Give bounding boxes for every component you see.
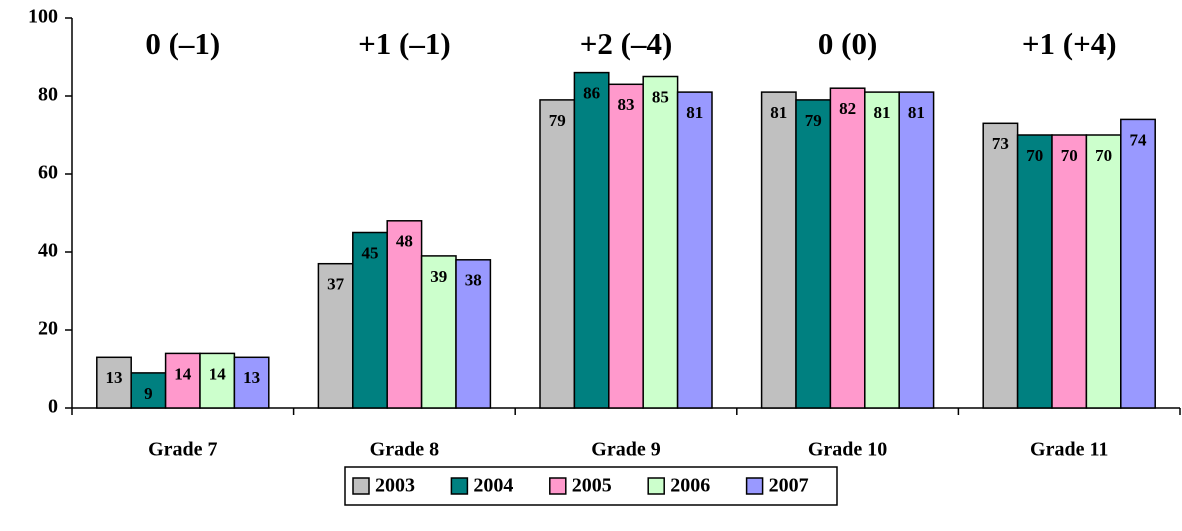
bar: [1051, 134, 1088, 409]
annotation: 0 (–1): [145, 26, 220, 61]
data-label: 81: [874, 103, 891, 122]
legend-swatch: [647, 477, 665, 495]
data-label: 37: [327, 275, 345, 294]
bar: [1016, 134, 1053, 409]
data-label: 79: [805, 111, 822, 130]
data-label: 85: [652, 87, 669, 106]
bar: [608, 83, 644, 409]
bar: [1085, 134, 1122, 409]
y-tick-label: 60: [38, 162, 58, 184]
data-label: 38: [465, 271, 482, 290]
y-tick-label: 100: [28, 6, 58, 28]
data-label: 9: [144, 384, 153, 403]
data-label: 70: [1026, 146, 1043, 165]
y-tick-label: 0: [48, 396, 58, 418]
bar: [455, 259, 492, 409]
x-tick-label: Grade 10: [808, 439, 887, 461]
annotation: +2 (–4): [580, 26, 673, 61]
bar: [317, 262, 354, 409]
data-label: 48: [396, 232, 413, 251]
data-label: 74: [1130, 130, 1148, 149]
legend-label: 2004: [473, 475, 513, 497]
x-tick-label: Grade 7: [148, 439, 217, 461]
bar: [676, 91, 713, 409]
data-label: 14: [174, 364, 192, 383]
bar: [982, 122, 1019, 409]
annotation: +1 (–1): [358, 26, 451, 61]
bar: [539, 99, 576, 409]
data-label: 39: [430, 267, 447, 286]
annotation: +1 (+4): [1022, 26, 1117, 61]
legend-label: 2007: [769, 475, 809, 497]
x-tick-label: Grade 9: [591, 439, 660, 461]
data-label: 70: [1095, 146, 1112, 165]
y-tick-label: 20: [38, 318, 58, 340]
bar: [233, 356, 270, 409]
bar: [352, 231, 388, 409]
annotation: 0 (0): [818, 26, 877, 61]
data-label: 73: [992, 134, 1009, 153]
bar: [760, 91, 797, 409]
legend-swatch: [450, 477, 469, 495]
bar: [898, 91, 935, 409]
bar: [864, 91, 900, 409]
data-label: 13: [106, 368, 123, 387]
data-label: 81: [770, 103, 787, 122]
bar: [573, 71, 610, 409]
data-label: 45: [362, 243, 379, 262]
data-label: 13: [243, 368, 260, 387]
legend-swatch: [549, 477, 567, 495]
legend-label: 2005: [572, 475, 612, 497]
y-tick-label: 40: [38, 240, 58, 262]
y-tick-label: 80: [38, 84, 58, 106]
data-label: 82: [839, 99, 856, 118]
bar: [829, 87, 866, 409]
x-tick-label: Grade 11: [1030, 439, 1108, 461]
data-label: 14: [209, 364, 227, 383]
data-label: 86: [583, 84, 600, 103]
bar: [1120, 118, 1156, 409]
bar: [386, 220, 423, 409]
x-tick-label: Grade 8: [370, 439, 439, 461]
legend-swatch: [352, 477, 370, 495]
data-label: 79: [549, 111, 566, 130]
data-label: 70: [1061, 146, 1078, 165]
data-label: 81: [908, 103, 925, 122]
data-label: 81: [686, 103, 703, 122]
legend-swatch: [745, 477, 764, 495]
legend-label: 2003: [375, 475, 415, 497]
data-label: 83: [618, 95, 635, 114]
bar: [795, 99, 832, 409]
legend-label: 2006: [670, 475, 710, 497]
bar: [642, 75, 679, 409]
